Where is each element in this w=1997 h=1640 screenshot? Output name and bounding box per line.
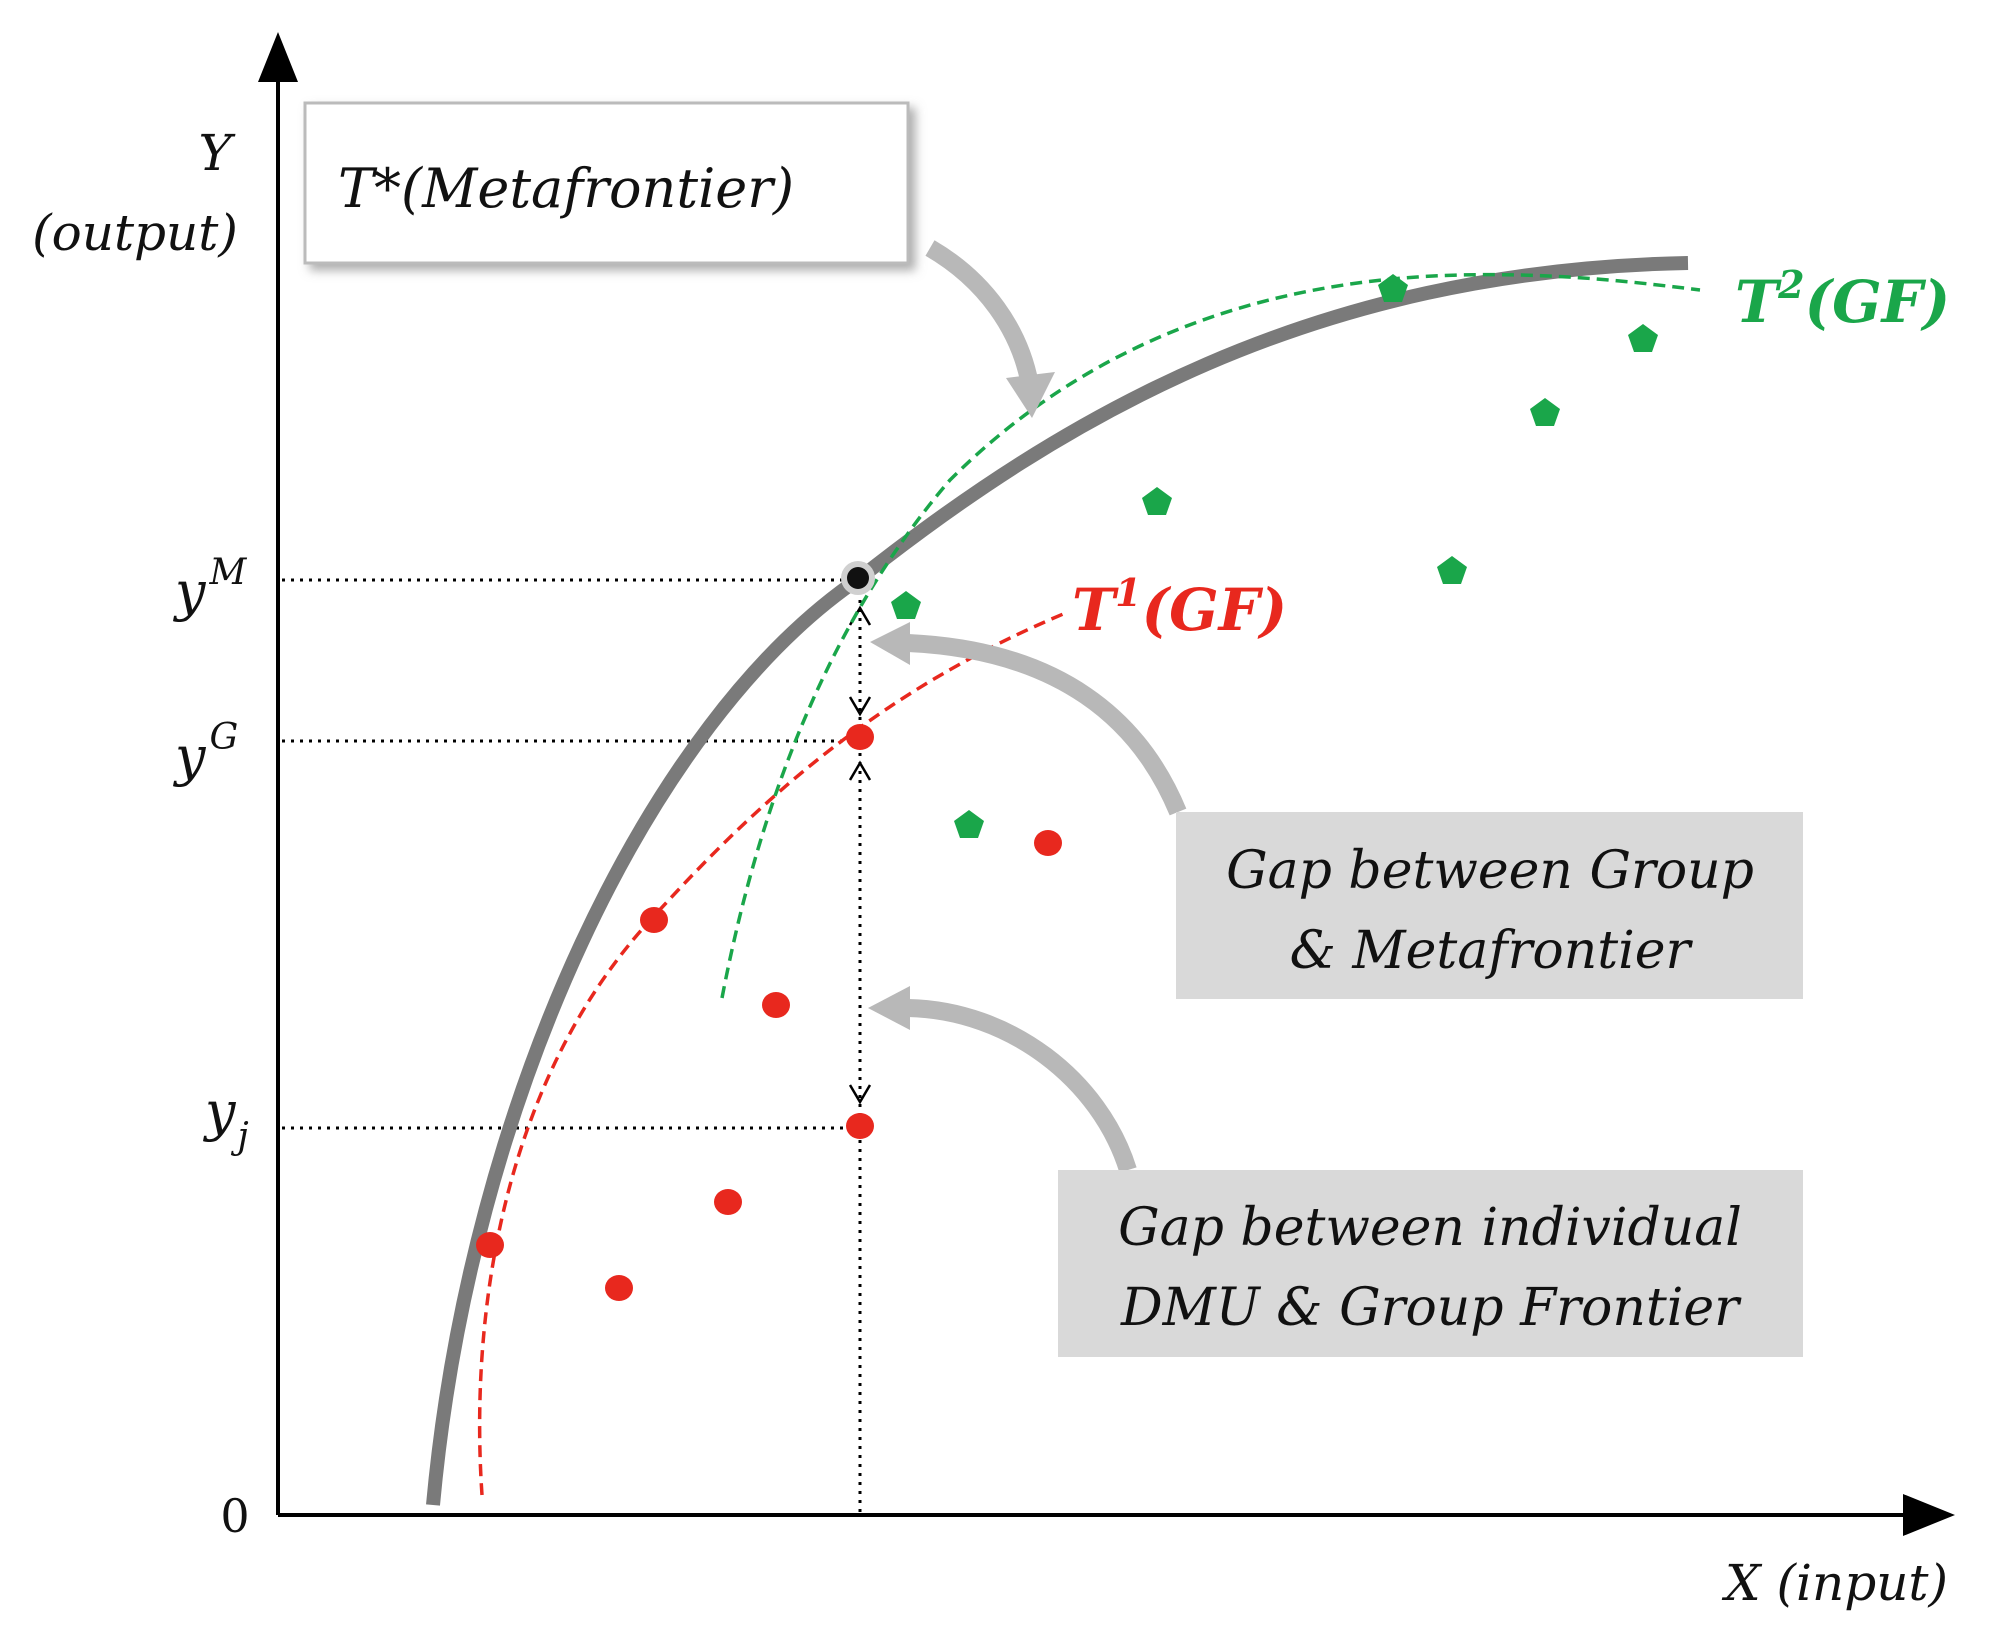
gap-indiv-box: Gap between individual DMU & Group Front… bbox=[1058, 1170, 1803, 1357]
dmu-group1 bbox=[714, 1189, 742, 1215]
callout-arrows bbox=[868, 240, 1187, 1173]
y-axis-label-line2: (output) bbox=[32, 204, 238, 262]
group-frontier-2-label: T2(GF) bbox=[1735, 262, 1950, 336]
dmu-j bbox=[846, 1113, 874, 1139]
y-axis-arrowhead bbox=[258, 32, 298, 82]
dmu-group2 bbox=[1628, 324, 1658, 352]
metafrontier-point-core bbox=[847, 567, 869, 589]
gap-group-callout-arrow bbox=[907, 634, 1187, 816]
gap-indiv-label-line1: Gap between individual bbox=[1118, 1198, 1742, 1258]
axes bbox=[258, 32, 1955, 1536]
dmu-group1-on-frontier bbox=[846, 724, 874, 750]
gap-indiv-label-line2: DMU & Group Frontier bbox=[1120, 1278, 1742, 1338]
y-j-label: yj bbox=[203, 1080, 249, 1157]
x-axis-label: X (input) bbox=[1721, 1554, 1948, 1612]
origin-label: 0 bbox=[220, 1489, 249, 1543]
gap-group-box: Gap between Group & Metafrontier bbox=[1176, 812, 1803, 999]
gap-arrowhead-down-g bbox=[848, 696, 872, 717]
dmu-group1 bbox=[640, 907, 668, 933]
dmu-group1 bbox=[762, 992, 790, 1018]
dmu-group1 bbox=[476, 1232, 504, 1258]
metafrontier-label-box: T*(Metafrontier) bbox=[303, 101, 910, 265]
dmu-group2 bbox=[1378, 274, 1408, 302]
gap-group-callout-arrowhead bbox=[870, 622, 910, 665]
gap-indiv-callout-arrow bbox=[907, 999, 1137, 1173]
dmu-group2 bbox=[891, 591, 921, 619]
metafrontier-label: T*(Metafrontier) bbox=[338, 157, 794, 220]
gap-group-label-line1: Gap between Group bbox=[1226, 841, 1754, 901]
group-frontier-1 bbox=[477, 610, 1069, 1496]
group-frontier-2 bbox=[720, 272, 1701, 999]
dmu-group2 bbox=[1437, 556, 1467, 584]
gap-arrowhead-down-j bbox=[848, 1084, 872, 1105]
metafrontier-callout-arrow bbox=[925, 240, 1039, 387]
dmu-group1 bbox=[1034, 830, 1062, 856]
group-frontier-1-label: T1(GF) bbox=[1072, 570, 1287, 644]
dmu-group1 bbox=[605, 1275, 633, 1301]
x-axis-arrowhead bbox=[1903, 1494, 1955, 1536]
gap-group-label-line2: & Metafrontier bbox=[1290, 921, 1694, 981]
gap-indiv-callout-arrowhead bbox=[868, 986, 910, 1030]
gap-arrowhead-up-g bbox=[848, 760, 872, 781]
dmu-group2 bbox=[1530, 398, 1560, 426]
group-2-points bbox=[891, 274, 1658, 838]
metafrontier-callout-arrowhead bbox=[1006, 372, 1055, 418]
dmu-group2 bbox=[1142, 487, 1172, 515]
group-1-points bbox=[476, 724, 1062, 1301]
dmu-group2 bbox=[954, 810, 984, 838]
guide-lines bbox=[282, 578, 862, 1512]
y-axis-label-line1: Y bbox=[198, 124, 235, 182]
